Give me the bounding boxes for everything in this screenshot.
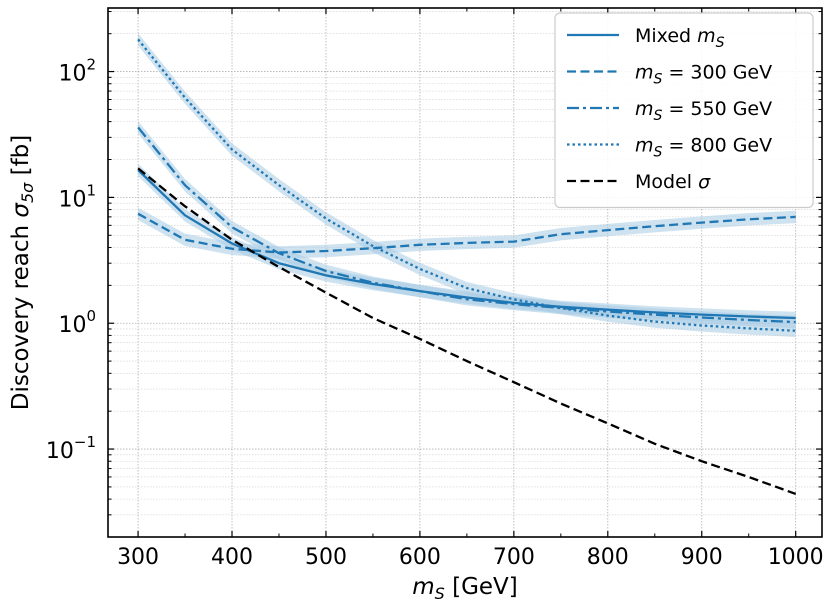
ms300-line bbox=[137, 212, 796, 254]
x-tick-label: 500 bbox=[305, 545, 347, 570]
model-legend-label: Model σ bbox=[635, 171, 711, 193]
ms800-legend-label: mS = 800 GeV bbox=[635, 135, 772, 161]
ms300-band bbox=[138, 207, 796, 259]
x-tick-label: 1000 bbox=[768, 545, 824, 570]
x-tick-label: 400 bbox=[211, 545, 253, 570]
series-lines bbox=[137, 38, 797, 495]
y-tick-label: 102 bbox=[58, 56, 96, 87]
x-tick-label: 800 bbox=[587, 545, 629, 570]
x-tick-label: 300 bbox=[117, 545, 159, 570]
mixed-legend-label: Mixed mS bbox=[635, 25, 725, 51]
y-tick-label: 100 bbox=[58, 307, 96, 338]
y-axis-label: Discovery reach σ5σ [fb] bbox=[8, 135, 37, 411]
axis-ticks: 300 400 500 600 700 800 900 1000 10−1 100 101 102 bbox=[46, 8, 824, 570]
uncertainty-bands bbox=[138, 33, 796, 337]
model-line bbox=[137, 167, 797, 495]
ms800-line bbox=[137, 38, 796, 332]
y-tick-label: 10−1 bbox=[46, 433, 96, 464]
legend-box bbox=[554, 12, 814, 209]
ms550-legend-label: mS = 550 GeV bbox=[635, 98, 772, 124]
x-axis-label: mS [GeV] bbox=[412, 574, 518, 603]
ms300-legend-label: mS = 300 GeV bbox=[635, 62, 772, 88]
x-tick-label: 700 bbox=[493, 545, 535, 570]
legend: Mixed mS mS = 300 GeV mS = 550 GeV mS = 800… bbox=[554, 12, 814, 209]
x-tick-label: 600 bbox=[399, 545, 441, 570]
y-tick-label: 101 bbox=[58, 181, 96, 212]
ms550-line bbox=[137, 126, 796, 324]
x-tick-label: 900 bbox=[681, 545, 723, 570]
plot-frame bbox=[107, 7, 823, 538]
